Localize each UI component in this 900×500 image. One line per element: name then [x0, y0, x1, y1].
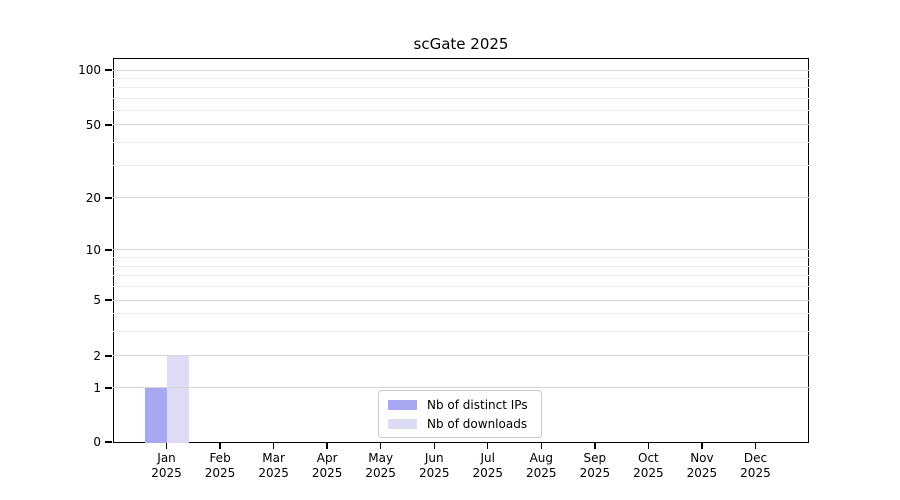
y-axis-tick-mark [105, 124, 112, 126]
x-axis-tick-mark [272, 443, 275, 449]
x-tick-year: 2025 [418, 466, 450, 480]
x-axis-tick-label: Nov 2025 [672, 451, 732, 481]
x-axis-tick-label: Mar 2025 [244, 451, 304, 481]
x-axis-tick-mark [540, 443, 542, 449]
x-axis-tick-mark [219, 443, 221, 449]
y-axis-tick-mark [105, 69, 112, 71]
x-tick-year: 2025 [365, 466, 396, 480]
x-axis-tick-label: Aug 2025 [511, 451, 571, 481]
x-tick-month: Aug [529, 451, 554, 465]
x-tick-year: 2025 [686, 466, 718, 480]
x-axis-tick-label: Feb 2025 [190, 451, 250, 481]
gridline-minor [113, 275, 809, 277]
x-tick-month: May [368, 451, 394, 465]
x-axis-tick-mark [433, 443, 435, 449]
y-axis-tick-label: 0 [93, 434, 101, 449]
gridline-minor [113, 142, 809, 144]
legend-label-distinct-ips: Nb of distinct IPs [427, 397, 528, 412]
y-axis-tick-label: 1 [93, 380, 101, 395]
gridline-minor [113, 110, 809, 111]
x-tick-month: Dec [743, 451, 768, 465]
x-axis-tick-label: Dec 2025 [725, 451, 785, 481]
x-axis-tick-mark [754, 443, 757, 449]
x-axis-tick-mark [326, 443, 328, 449]
x-axis-tick-label: Sep 2025 [565, 451, 625, 481]
gridline-minor [113, 265, 809, 267]
gridline-major [113, 299, 809, 301]
y-axis-tick-mark [105, 441, 112, 443]
x-tick-month: Feb [209, 451, 231, 465]
x-tick-month: Apr [316, 451, 338, 465]
gridline-minor [113, 97, 809, 99]
y-axis-tick-mark [105, 387, 112, 389]
y-axis-tick-label: 2 [93, 348, 101, 363]
gridline-major [113, 124, 809, 126]
x-tick-year: 2025 [579, 466, 611, 480]
x-axis-tick-label: Jun 2025 [404, 451, 464, 481]
gridline-major [113, 69, 809, 71]
y-axis-tick-label: 5 [93, 293, 101, 307]
x-axis-tick-label: Jul 2025 [458, 451, 518, 481]
x-tick-year: 2025 [151, 466, 182, 480]
x-tick-month: Jul [480, 451, 495, 465]
x-tick-year: 2025 [633, 466, 664, 480]
plot-area [113, 58, 809, 443]
y-axis-tick-label: 10 [85, 242, 101, 257]
y-axis-tick-mark [105, 249, 112, 251]
chart-title: scGate 2025 [413, 35, 509, 53]
x-tick-month: Oct [638, 451, 659, 465]
y-axis-tick-mark [105, 355, 112, 357]
x-axis-tick-mark [647, 443, 650, 449]
x-axis-tick-mark [487, 443, 489, 449]
y-axis-tick-mark [105, 197, 112, 199]
x-axis-tick-label: May 2025 [351, 451, 411, 481]
legend-item-downloads: Nb of downloads [388, 416, 541, 432]
gridline-major [113, 355, 809, 357]
x-axis-tick-label: Apr 2025 [297, 451, 357, 481]
x-tick-year: 2025 [204, 466, 236, 480]
x-tick-month: Jun [424, 451, 444, 465]
gridline-minor [113, 165, 809, 167]
x-axis-tick-mark [594, 443, 596, 449]
x-tick-month: Sep [583, 451, 607, 465]
x-axis-tick-mark [701, 443, 703, 449]
x-axis-tick-label: Oct 2025 [618, 451, 678, 481]
x-tick-year: 2025 [740, 466, 771, 480]
x-tick-year: 2025 [472, 466, 504, 480]
gridline-minor [113, 330, 809, 332]
y-axis-tick-mark [105, 299, 112, 301]
y-axis-tick-label: 100 [78, 63, 101, 77]
x-axis-tick-mark [165, 443, 168, 449]
gridline-minor [113, 257, 809, 259]
y-axis-tick-label: 20 [85, 190, 101, 205]
legend-item-distinct-ips: Nb of distinct IPs [388, 397, 541, 413]
y-axis-tick-label: 50 [85, 117, 101, 132]
gridline-minor [113, 313, 809, 315]
bar-downloads [166, 355, 189, 443]
gridline-minor [113, 286, 809, 288]
legend: Nb of distinct IPs Nb of downloads [378, 390, 542, 438]
legend-swatch-downloads [388, 418, 417, 429]
x-axis-tick-label: Jan 2025 [137, 451, 197, 481]
gridline-minor [113, 77, 809, 79]
gridline-minor [113, 87, 809, 89]
x-tick-year: 2025 [258, 466, 289, 480]
gridline-major [113, 249, 809, 251]
x-tick-month: Nov [690, 451, 714, 465]
gridline-major [113, 387, 809, 389]
bar-distinct-ips [144, 387, 167, 443]
x-tick-month: Mar [262, 451, 285, 465]
gridline-major [113, 197, 809, 199]
legend-swatch-distinct-ips [388, 399, 417, 410]
x-tick-year: 2025 [311, 466, 343, 480]
x-tick-month: Jan [157, 451, 176, 465]
x-tick-year: 2025 [526, 466, 557, 480]
legend-label-downloads: Nb of downloads [427, 416, 528, 431]
x-axis-tick-mark [379, 443, 382, 449]
